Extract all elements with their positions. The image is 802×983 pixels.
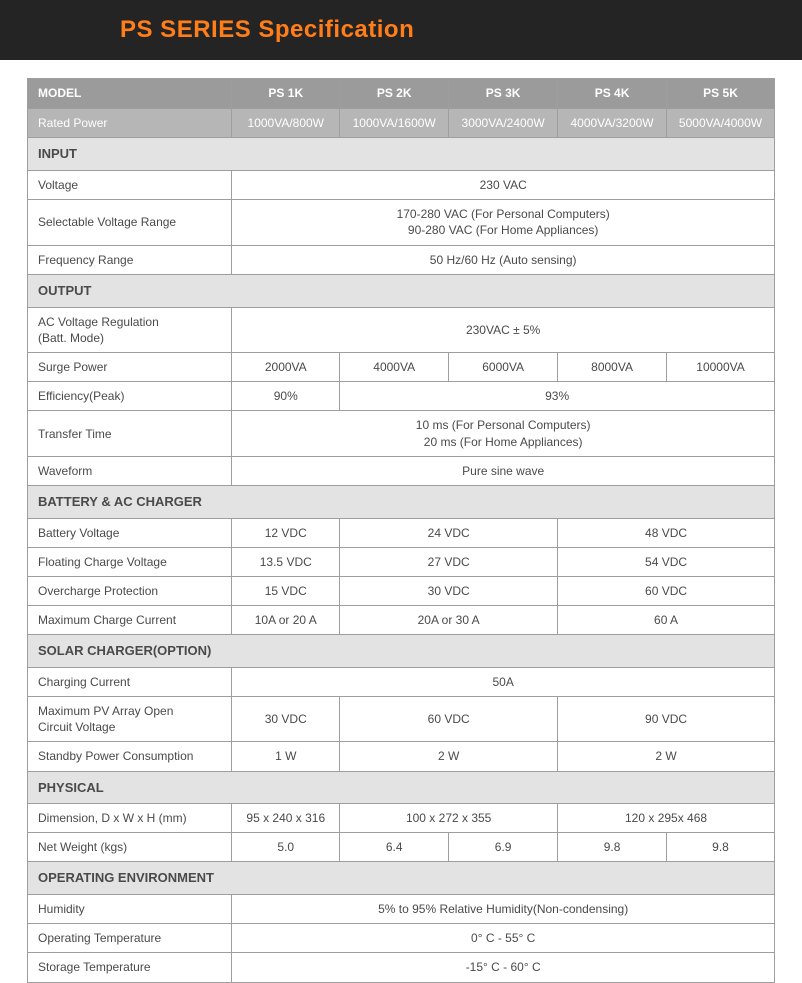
section-input: INPUT <box>28 138 775 171</box>
surge-label: Surge Power <box>28 353 232 382</box>
dim-val: 120 x 295x 468 <box>558 804 775 833</box>
nw-val: 6.4 <box>340 833 449 862</box>
section-output: OUTPUT <box>28 275 775 308</box>
eff-label: Efficiency(Peak) <box>28 382 232 411</box>
model-col: PS 2K <box>340 79 449 109</box>
section-physical: PHYSICAL <box>28 771 775 804</box>
surge-val: 6000VA <box>449 353 558 382</box>
fcv-val: 54 VDC <box>558 547 775 576</box>
fcv-val: 13.5 VDC <box>232 547 340 576</box>
model-col: PS 4K <box>558 79 667 109</box>
spc-val: 2 W <box>340 742 558 771</box>
mcc-label: Maximum Charge Current <box>28 606 232 635</box>
model-col: PS 1K <box>232 79 340 109</box>
eff-val: 93% <box>340 382 775 411</box>
sel-range-val: 170-280 VAC (For Personal Computers) 90-… <box>232 199 775 245</box>
sel-range-label: Selectable Voltage Range <box>28 199 232 245</box>
spc-val: 1 W <box>232 742 340 771</box>
freq-val: 50 Hz/60 Hz (Auto sensing) <box>232 245 775 274</box>
rated-power-val: 1000VA/1600W <box>340 109 449 138</box>
mpv-val: 30 VDC <box>232 697 340 742</box>
wave-label: Waveform <box>28 456 232 485</box>
hum-label: Humidity <box>28 895 232 924</box>
section-solar: SOLAR CHARGER(OPTION) <box>28 635 775 668</box>
nw-val: 6.9 <box>449 833 558 862</box>
voltage-label: Voltage <box>28 170 232 199</box>
surge-val: 8000VA <box>558 353 667 382</box>
mcc-val: 20A or 30 A <box>340 606 558 635</box>
surge-val: 10000VA <box>667 353 775 382</box>
surge-val: 2000VA <box>232 353 340 382</box>
ocp-val: 30 VDC <box>340 576 558 605</box>
ocp-label: Overcharge Protection <box>28 576 232 605</box>
nw-val: 5.0 <box>232 833 340 862</box>
spc-val: 2 W <box>558 742 775 771</box>
model-label: MODEL <box>28 79 232 109</box>
mpv-label: Maximum PV Array Open Circuit Voltage <box>28 697 232 742</box>
model-col: PS 3K <box>449 79 558 109</box>
ocp-val: 60 VDC <box>558 576 775 605</box>
fcv-val: 27 VDC <box>340 547 558 576</box>
rated-power-row: Rated Power 1000VA/800W 1000VA/1600W 300… <box>28 109 775 138</box>
ac-reg-val: 230VAC ± 5% <box>232 307 775 352</box>
st-label: Storage Temperature <box>28 953 232 982</box>
rated-power-val: 4000VA/3200W <box>558 109 667 138</box>
hum-val: 5% to 95% Relative Humidity(Non-condensi… <box>232 895 775 924</box>
wave-val: Pure sine wave <box>232 456 775 485</box>
rated-power-label: Rated Power <box>28 109 232 138</box>
mcc-val: 60 A <box>558 606 775 635</box>
dim-val: 100 x 272 x 355 <box>340 804 558 833</box>
rated-power-val: 3000VA/2400W <box>449 109 558 138</box>
transfer-val: 10 ms (For Personal Computers) 20 ms (Fo… <box>232 411 775 456</box>
voltage-val: 230 VAC <box>232 170 775 199</box>
header-row: MODEL PS 1K PS 2K PS 3K PS 4K PS 5K <box>28 79 775 109</box>
nw-val: 9.8 <box>667 833 775 862</box>
section-battery: BATTERY & AC CHARGER <box>28 485 775 518</box>
cc-label: Charging Current <box>28 667 232 696</box>
bv-val: 24 VDC <box>340 518 558 547</box>
freq-label: Frequency Range <box>28 245 232 274</box>
nw-label: Net Weight (kgs) <box>28 833 232 862</box>
dim-val: 95 x 240 x 316 <box>232 804 340 833</box>
bv-val: 48 VDC <box>558 518 775 547</box>
st-val: -15° C - 60° C <box>232 953 775 982</box>
dim-label: Dimension, D x W x H (mm) <box>28 804 232 833</box>
nw-val: 9.8 <box>558 833 667 862</box>
bv-label: Battery Voltage <box>28 518 232 547</box>
page-title: PS SERIES Specification <box>0 0 802 60</box>
rated-power-val: 5000VA/4000W <box>667 109 775 138</box>
mcc-val: 10A or 20 A <box>232 606 340 635</box>
ac-reg-label: AC Voltage Regulation (Batt. Mode) <box>28 307 232 352</box>
bv-val: 12 VDC <box>232 518 340 547</box>
transfer-label: Transfer Time <box>28 411 232 456</box>
rated-power-val: 1000VA/800W <box>232 109 340 138</box>
fcv-label: Floating Charge Voltage <box>28 547 232 576</box>
ocp-val: 15 VDC <box>232 576 340 605</box>
model-col: PS 5K <box>667 79 775 109</box>
spec-table: MODEL PS 1K PS 2K PS 3K PS 4K PS 5K Rate… <box>27 78 775 983</box>
section-env: OPERATING ENVIRONMENT <box>28 862 775 895</box>
spc-label: Standby Power Consumption <box>28 742 232 771</box>
cc-val: 50A <box>232 667 775 696</box>
ot-val: 0° C - 55° C <box>232 924 775 953</box>
eff-val: 90% <box>232 382 340 411</box>
ot-label: Operating Temperature <box>28 924 232 953</box>
mpv-val: 90 VDC <box>558 697 775 742</box>
mpv-val: 60 VDC <box>340 697 558 742</box>
surge-val: 4000VA <box>340 353 449 382</box>
